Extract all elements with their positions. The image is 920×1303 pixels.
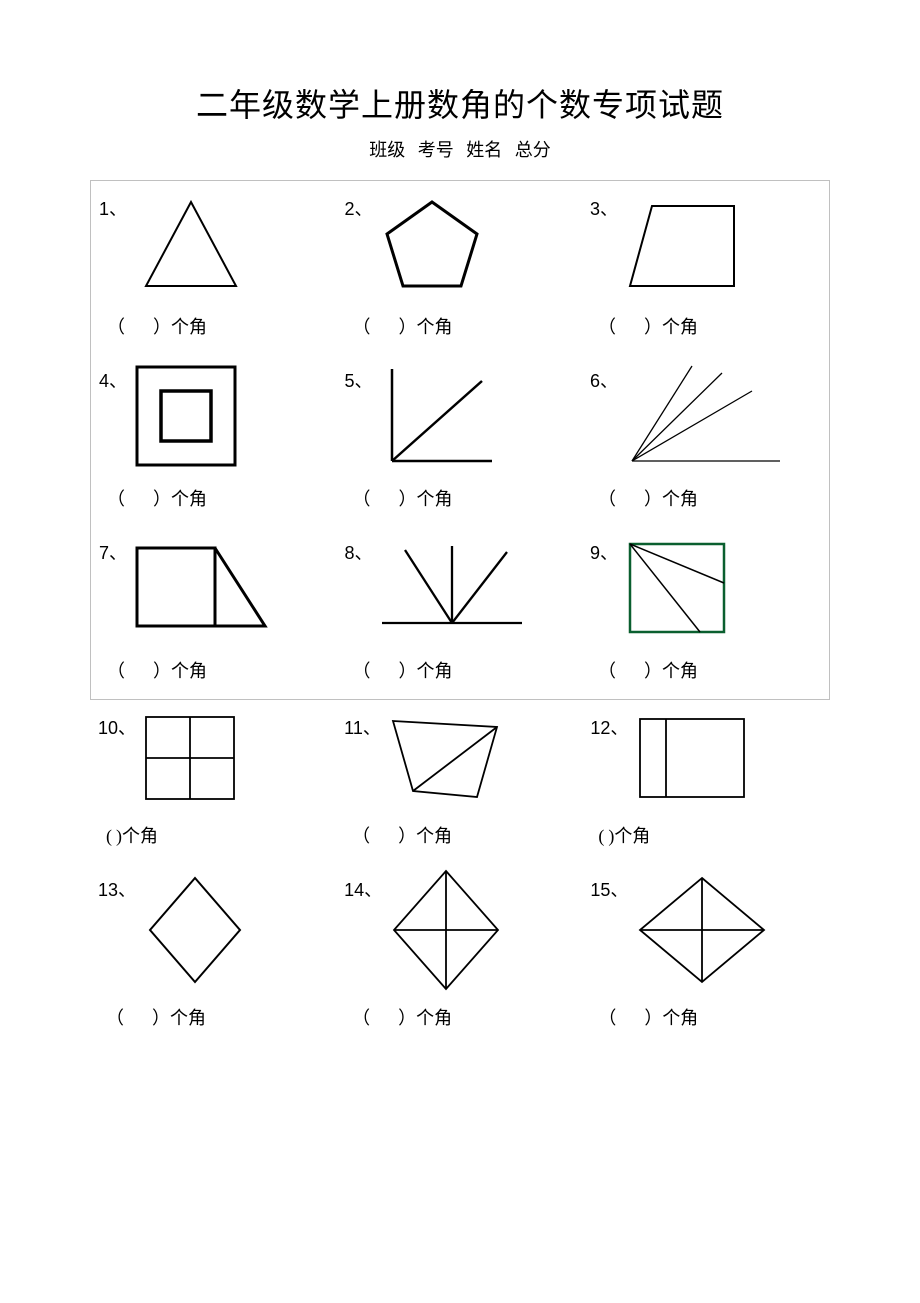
question-number: 11、 [344, 714, 381, 740]
row-5: 13、 （）个角 14、 （）个角 [98, 870, 822, 1030]
cell-q13: 13、 （）个角 [98, 870, 330, 1030]
row-3: 7、 （）个角 8、 （）个角 [99, 533, 821, 683]
question-number: 9、 [590, 539, 618, 565]
figure-trapezoid-diagonal [385, 711, 505, 806]
question-number: 3、 [590, 195, 618, 221]
cell-q1: 1、 （）个角 [99, 189, 330, 339]
cell-q8: 8、 （）个角 [344, 533, 575, 683]
cell-q7: 7、 （）个角 [99, 533, 330, 683]
question-number: 14、 [344, 876, 382, 902]
cell-q12: 12、 ()个角 [590, 708, 822, 848]
unbordered-grid: 10、 ()个角 11、 （）个角 [90, 700, 830, 1038]
question-number: 13、 [98, 876, 136, 902]
answer-blank: （）个角 [590, 657, 821, 683]
cell-q3: 3、 （）个角 [590, 189, 821, 339]
answer-blank: （）个角 [590, 313, 821, 339]
cell-q11: 11、 （）个角 [344, 708, 576, 848]
figure-nested-squares [131, 361, 241, 471]
question-number: 15、 [590, 876, 628, 902]
answer-blank: （）个角 [344, 1004, 576, 1030]
bordered-grid: 1、 （）个角 2、 （）个角 3、 [90, 180, 830, 700]
page-title: 二年级数学上册数角的个数专项试题 [60, 80, 860, 126]
figure-diamond-cross [386, 865, 506, 995]
question-number: 6、 [590, 367, 618, 393]
figure-five-rays [377, 538, 527, 638]
question-number: 12、 [590, 714, 628, 740]
label-class: 班级 [369, 140, 405, 160]
answer-blank: ()个角 [98, 822, 330, 848]
answer-blank: （）个角 [344, 822, 576, 848]
question-number: 5、 [344, 367, 372, 393]
figure-diamond [140, 870, 250, 990]
label-examno: 考号 [418, 140, 454, 160]
cell-q4: 4、 （）个角 [99, 361, 330, 511]
cell-q6: 6、 （）个角 [590, 361, 821, 511]
figure-square-triangle [131, 538, 271, 638]
answer-blank: （）个角 [98, 1004, 330, 1030]
answer-blank: （）个角 [590, 1004, 822, 1030]
answer-blank: （）个角 [99, 657, 330, 683]
label-name: 姓名 [466, 140, 502, 160]
subheader: 班级 考号 姓名 总分 [60, 136, 860, 162]
answer-blank: （）个角 [344, 485, 575, 511]
row-4: 10、 ()个角 11、 （）个角 [98, 708, 822, 848]
question-number: 7、 [99, 539, 127, 565]
answer-blank: （）个角 [344, 313, 575, 339]
figure-fan-rays [622, 361, 782, 471]
answer-blank: （）个角 [590, 485, 821, 511]
cell-q10: 10、 ()个角 [98, 708, 330, 848]
question-number: 10、 [98, 714, 136, 740]
cell-q15: 15、 （）个角 [590, 870, 822, 1030]
cell-q9: 9、 （）个角 [590, 533, 821, 683]
figure-triangle [131, 194, 251, 294]
answer-blank: （）个角 [99, 485, 330, 511]
figure-square-diagonals [622, 538, 732, 638]
row-2: 4、 （）个角 5、 （）个角 [99, 361, 821, 511]
figure-diamond-cross-wide [632, 870, 772, 990]
answer-blank: （）个角 [99, 313, 330, 339]
cell-q14: 14、 （）个角 [344, 870, 576, 1030]
figure-pentagon [377, 194, 487, 294]
cell-q5: 5、 （）个角 [344, 361, 575, 511]
answer-blank: ()个角 [590, 822, 822, 848]
question-number: 2、 [344, 195, 372, 221]
row-1: 1、 （）个角 2、 （）个角 3、 [99, 189, 821, 339]
cell-q2: 2、 （）个角 [344, 189, 575, 339]
question-number: 4、 [99, 367, 127, 393]
figure-window-grid [140, 711, 240, 806]
label-total: 总分 [515, 140, 551, 160]
question-number: 1、 [99, 195, 127, 221]
answer-blank: （）个角 [344, 657, 575, 683]
figure-angle-three-rays [377, 361, 497, 471]
figure-rect-vline [632, 711, 752, 806]
question-number: 8、 [344, 539, 372, 565]
figure-trapezoid [622, 194, 742, 294]
